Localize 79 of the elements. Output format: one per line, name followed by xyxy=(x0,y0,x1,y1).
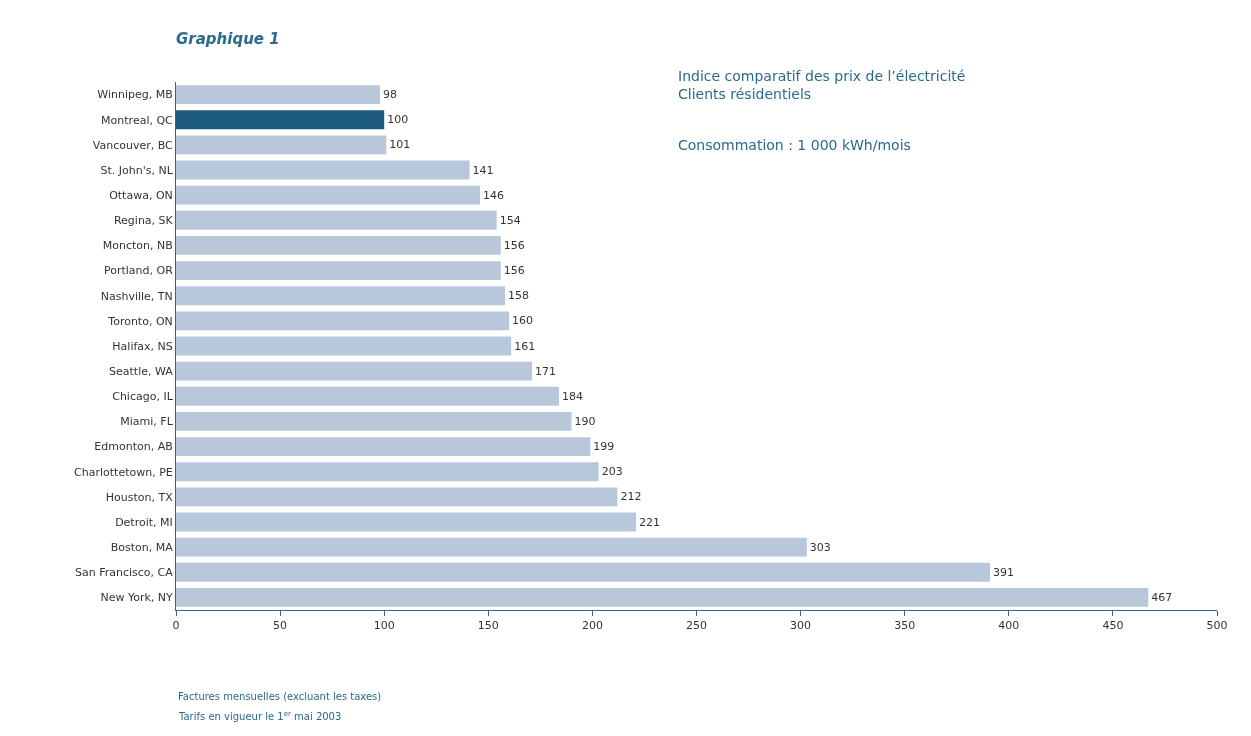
bar xyxy=(176,537,807,557)
bar xyxy=(176,110,385,130)
data-label: 391 xyxy=(993,565,1015,579)
x-tick-label: 350 xyxy=(894,619,916,633)
x-tick-label: 50 xyxy=(273,619,288,633)
y-tick-label: Chicago, IL xyxy=(112,390,174,404)
data-label: 101 xyxy=(389,138,411,152)
data-label: 199 xyxy=(593,440,615,454)
y-tick-label: Miami, FL xyxy=(120,415,174,429)
data-label: 156 xyxy=(503,264,525,278)
data-label: 171 xyxy=(535,364,557,378)
x-tick-label: 200 xyxy=(581,619,603,633)
chart-title: Graphique 1 xyxy=(176,29,280,48)
bar xyxy=(176,562,991,582)
y-tick-label: Seattle, WA xyxy=(109,364,174,378)
y-tick-label: Charlottetown, PE xyxy=(74,465,173,479)
y-tick-label: Ottawa, ON xyxy=(109,188,173,202)
chart-subtitle: Indice comparatif des prix de l’électricité Clients résidentiels xyxy=(678,68,966,103)
bar xyxy=(176,210,497,230)
x-tick-label: 250 xyxy=(686,619,707,633)
data-label: 154 xyxy=(499,213,521,227)
data-label: 212 xyxy=(620,490,642,504)
bar xyxy=(176,185,480,205)
data-label: 146 xyxy=(482,188,504,202)
x-tick-label: 0 xyxy=(172,619,180,633)
x-tick-label: 450 xyxy=(1102,619,1124,633)
data-label: 221 xyxy=(639,515,661,529)
data-label: 158 xyxy=(507,289,529,303)
bar xyxy=(176,487,618,507)
annotation: Consommation : 1 000 kWh/mois xyxy=(678,137,911,153)
y-tick-label: Houston, TX xyxy=(105,490,174,504)
data-label: 303 xyxy=(809,540,831,554)
text: Factures mensuelles (excluant les taxes) xyxy=(178,691,382,702)
x-tick-label: 300 xyxy=(790,619,812,633)
y-tick-label: Portland, OR xyxy=(103,264,174,278)
bar xyxy=(176,286,505,306)
bar xyxy=(176,261,501,280)
bar xyxy=(176,85,381,104)
x-tick-label: 100 xyxy=(373,619,395,633)
bar xyxy=(176,160,470,180)
bar xyxy=(176,386,560,406)
data-label: 160 xyxy=(512,314,534,328)
bar xyxy=(176,311,510,331)
y-tick-label: St. John's, NL xyxy=(100,163,174,177)
x-tick-label: 150 xyxy=(477,619,499,633)
bar xyxy=(176,437,591,456)
y-tick-label: Detroit, MI xyxy=(115,515,173,529)
x-tick-label: 400 xyxy=(998,619,1020,633)
data-label: 161 xyxy=(514,339,536,353)
bar xyxy=(176,336,512,356)
bar xyxy=(176,412,572,431)
y-tick-label: Montreal, QC xyxy=(101,113,174,127)
data-label: 203 xyxy=(601,465,623,479)
bar xyxy=(176,236,501,255)
y-tick-label: Vancouver, BC xyxy=(92,138,174,152)
data-label: 98 xyxy=(383,88,398,102)
y-tick-label: Toronto, ON xyxy=(107,314,173,328)
data-label: 190 xyxy=(574,414,596,428)
data-label: 184 xyxy=(562,389,584,403)
data-label: 141 xyxy=(472,163,494,177)
y-tick-label: Moncton, NB xyxy=(102,239,173,253)
y-tick-label: Halifax, NS xyxy=(112,339,173,353)
text: Tarifs en vigueur le 1$^{er}$ mai 2003 xyxy=(178,710,342,723)
y-tick-label: Winnipeg, MB xyxy=(97,88,173,102)
data-label: 467 xyxy=(1151,590,1173,604)
bar xyxy=(176,588,1149,607)
y-tick-label: New York, NY xyxy=(100,591,174,605)
bar xyxy=(176,462,599,482)
y-tick-label: Boston, MA xyxy=(110,540,174,554)
y-tick-label: San Francisco, CA xyxy=(75,566,174,580)
y-tick-label: Edmonton, AB xyxy=(94,440,173,454)
data-label: 100 xyxy=(387,113,409,127)
y-tick-label: Regina, SK xyxy=(113,214,174,228)
bar xyxy=(176,512,637,532)
bar xyxy=(176,361,533,381)
y-tick-label: Nashville, TN xyxy=(100,289,173,303)
x-tick-label: 500 xyxy=(1206,619,1228,633)
bar xyxy=(176,135,387,155)
data-label: 156 xyxy=(503,238,525,252)
